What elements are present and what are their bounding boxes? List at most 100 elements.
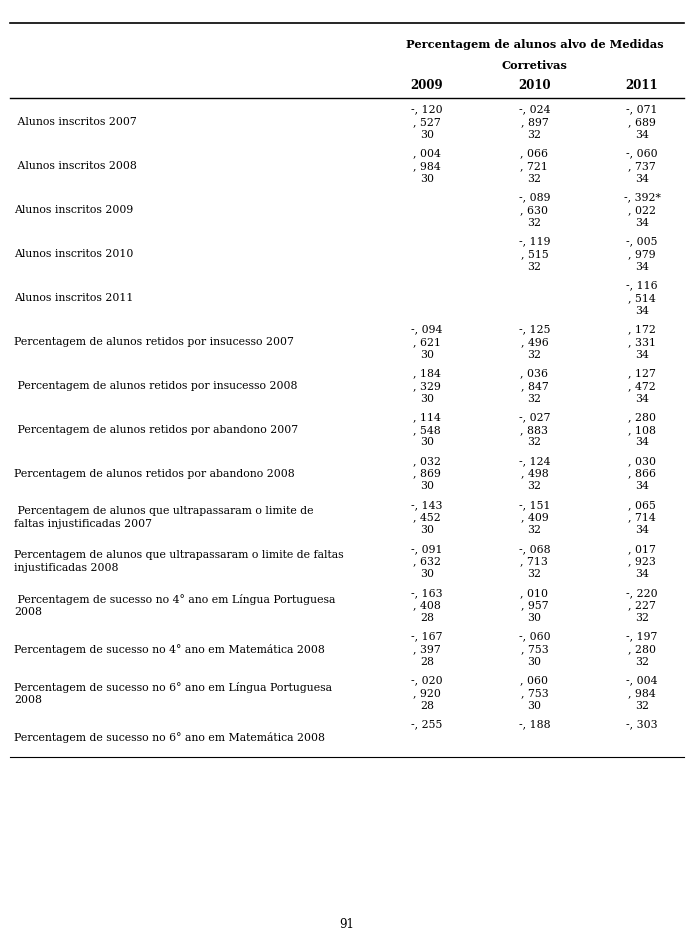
Text: 32: 32 [527,568,541,579]
Text: 30: 30 [420,525,434,535]
Text: -, 120: -, 120 [411,104,443,114]
Text: 30: 30 [527,700,541,711]
Text: Alunos inscritos 2007: Alunos inscritos 2007 [14,117,137,127]
Text: , 280: , 280 [628,412,656,422]
Text: 30: 30 [527,613,541,623]
Text: , 721: , 721 [520,160,548,171]
Text: -, 094: -, 094 [411,324,443,334]
Text: , 017: , 017 [628,543,656,553]
Text: , 397: , 397 [413,644,441,654]
Text: , 883: , 883 [520,424,548,434]
Text: Alunos inscritos 2011: Alunos inscritos 2011 [14,293,133,303]
Text: 34: 34 [635,261,649,272]
Text: , 920: , 920 [413,687,441,698]
Text: Percentagem de sucesso no 6° ano em Língua Portuguesa: Percentagem de sucesso no 6° ano em Líng… [14,681,332,692]
Text: Corretivas: Corretivas [502,59,567,71]
Text: 32: 32 [635,700,649,711]
Text: Alunos inscritos 2008: Alunos inscritos 2008 [14,160,137,171]
Text: -, 089: -, 089 [518,192,550,202]
Text: , 753: , 753 [520,644,548,654]
Text: Percentagem de alunos retidos por abandono 2008: Percentagem de alunos retidos por abando… [14,468,295,479]
Text: , 172: , 172 [628,324,656,334]
Text: 34: 34 [635,217,649,228]
Text: , 331: , 331 [628,336,656,346]
Text: , 866: , 866 [628,468,656,479]
Text: , 010: , 010 [520,587,548,598]
Text: 30: 30 [420,480,434,491]
Text: Percentagem de alunos retidos por abandono 2007: Percentagem de alunos retidos por abando… [14,424,298,434]
Text: -, 020: -, 020 [411,675,443,685]
Text: 32: 32 [527,393,541,403]
Text: , 984: , 984 [413,160,441,171]
Text: 32: 32 [527,480,541,491]
Text: , 409: , 409 [520,512,548,522]
Text: 34: 34 [635,393,649,403]
Text: Percentagem de alunos que ultrapassaram o limite de: Percentagem de alunos que ultrapassaram … [14,506,314,515]
Text: 30: 30 [420,568,434,579]
Text: -, 119: -, 119 [518,236,550,246]
Text: , 737: , 737 [628,160,656,171]
Text: 2008: 2008 [14,694,42,704]
Text: 34: 34 [635,525,649,535]
Text: , 498: , 498 [520,468,548,479]
Text: 30: 30 [420,129,434,140]
Text: , 065: , 065 [628,499,656,510]
Text: , 108: , 108 [628,424,656,434]
Text: Percentagem de sucesso no 6° ano em Matemática 2008: Percentagem de sucesso no 6° ano em Mate… [14,731,325,742]
Text: 32: 32 [527,525,541,535]
Text: -, 124: -, 124 [518,455,550,465]
Text: 30: 30 [420,393,434,403]
Text: 32: 32 [635,656,649,666]
Text: 34: 34 [635,568,649,579]
Text: faltas injustificadas 2007: faltas injustificadas 2007 [14,518,152,529]
Text: Percentagem de alunos retidos por insucesso 2007: Percentagem de alunos retidos por insuce… [14,336,294,346]
Text: 28: 28 [420,656,434,666]
Text: -, 188: -, 188 [518,718,550,729]
Text: -, 004: -, 004 [626,675,658,685]
Text: , 329: , 329 [413,380,441,391]
Text: -, 143: -, 143 [411,499,443,510]
Text: -, 091: -, 091 [411,543,443,553]
Text: -, 071: -, 071 [626,104,658,114]
Text: , 621: , 621 [413,336,441,346]
Text: , 527: , 527 [413,117,441,127]
Text: , 630: , 630 [520,205,548,215]
Text: -, 392*: -, 392* [623,192,661,202]
Text: , 127: , 127 [628,367,656,378]
Text: 34: 34 [635,305,649,315]
Text: , 869: , 869 [413,468,441,479]
Text: 2008: 2008 [14,606,42,616]
Text: , 689: , 689 [628,117,656,127]
Text: -, 167: -, 167 [411,631,443,641]
Text: -, 005: -, 005 [626,236,658,246]
Text: 2010: 2010 [518,79,551,93]
Text: -, 116: -, 116 [626,279,658,290]
Text: 30: 30 [420,174,434,184]
Text: -, 303: -, 303 [626,718,658,729]
Text: , 897: , 897 [520,117,548,127]
Text: , 979: , 979 [628,248,656,259]
Text: 32: 32 [635,613,649,623]
Text: 34: 34 [635,480,649,491]
Text: -, 060: -, 060 [518,631,550,641]
Text: -, 197: -, 197 [626,631,658,641]
Text: 32: 32 [527,261,541,272]
Text: , 984: , 984 [628,687,656,698]
Text: , 632: , 632 [413,556,441,566]
Text: , 408: , 408 [413,599,441,610]
Text: -, 024: -, 024 [518,104,550,114]
Text: -, 255: -, 255 [411,718,443,729]
Text: , 847: , 847 [520,380,548,391]
Text: 91: 91 [339,917,355,930]
Text: , 753: , 753 [520,687,548,698]
Text: , 036: , 036 [520,367,548,378]
Text: -, 125: -, 125 [518,324,550,334]
Text: 28: 28 [420,613,434,623]
Text: , 030: , 030 [628,455,656,465]
Text: Percentagem de alunos alvo de Medidas: Percentagem de alunos alvo de Medidas [405,39,663,50]
Text: , 022: , 022 [628,205,656,215]
Text: -, 060: -, 060 [626,148,658,159]
Text: , 004: , 004 [413,148,441,159]
Text: 2009: 2009 [410,79,443,93]
Text: , 957: , 957 [520,599,548,610]
